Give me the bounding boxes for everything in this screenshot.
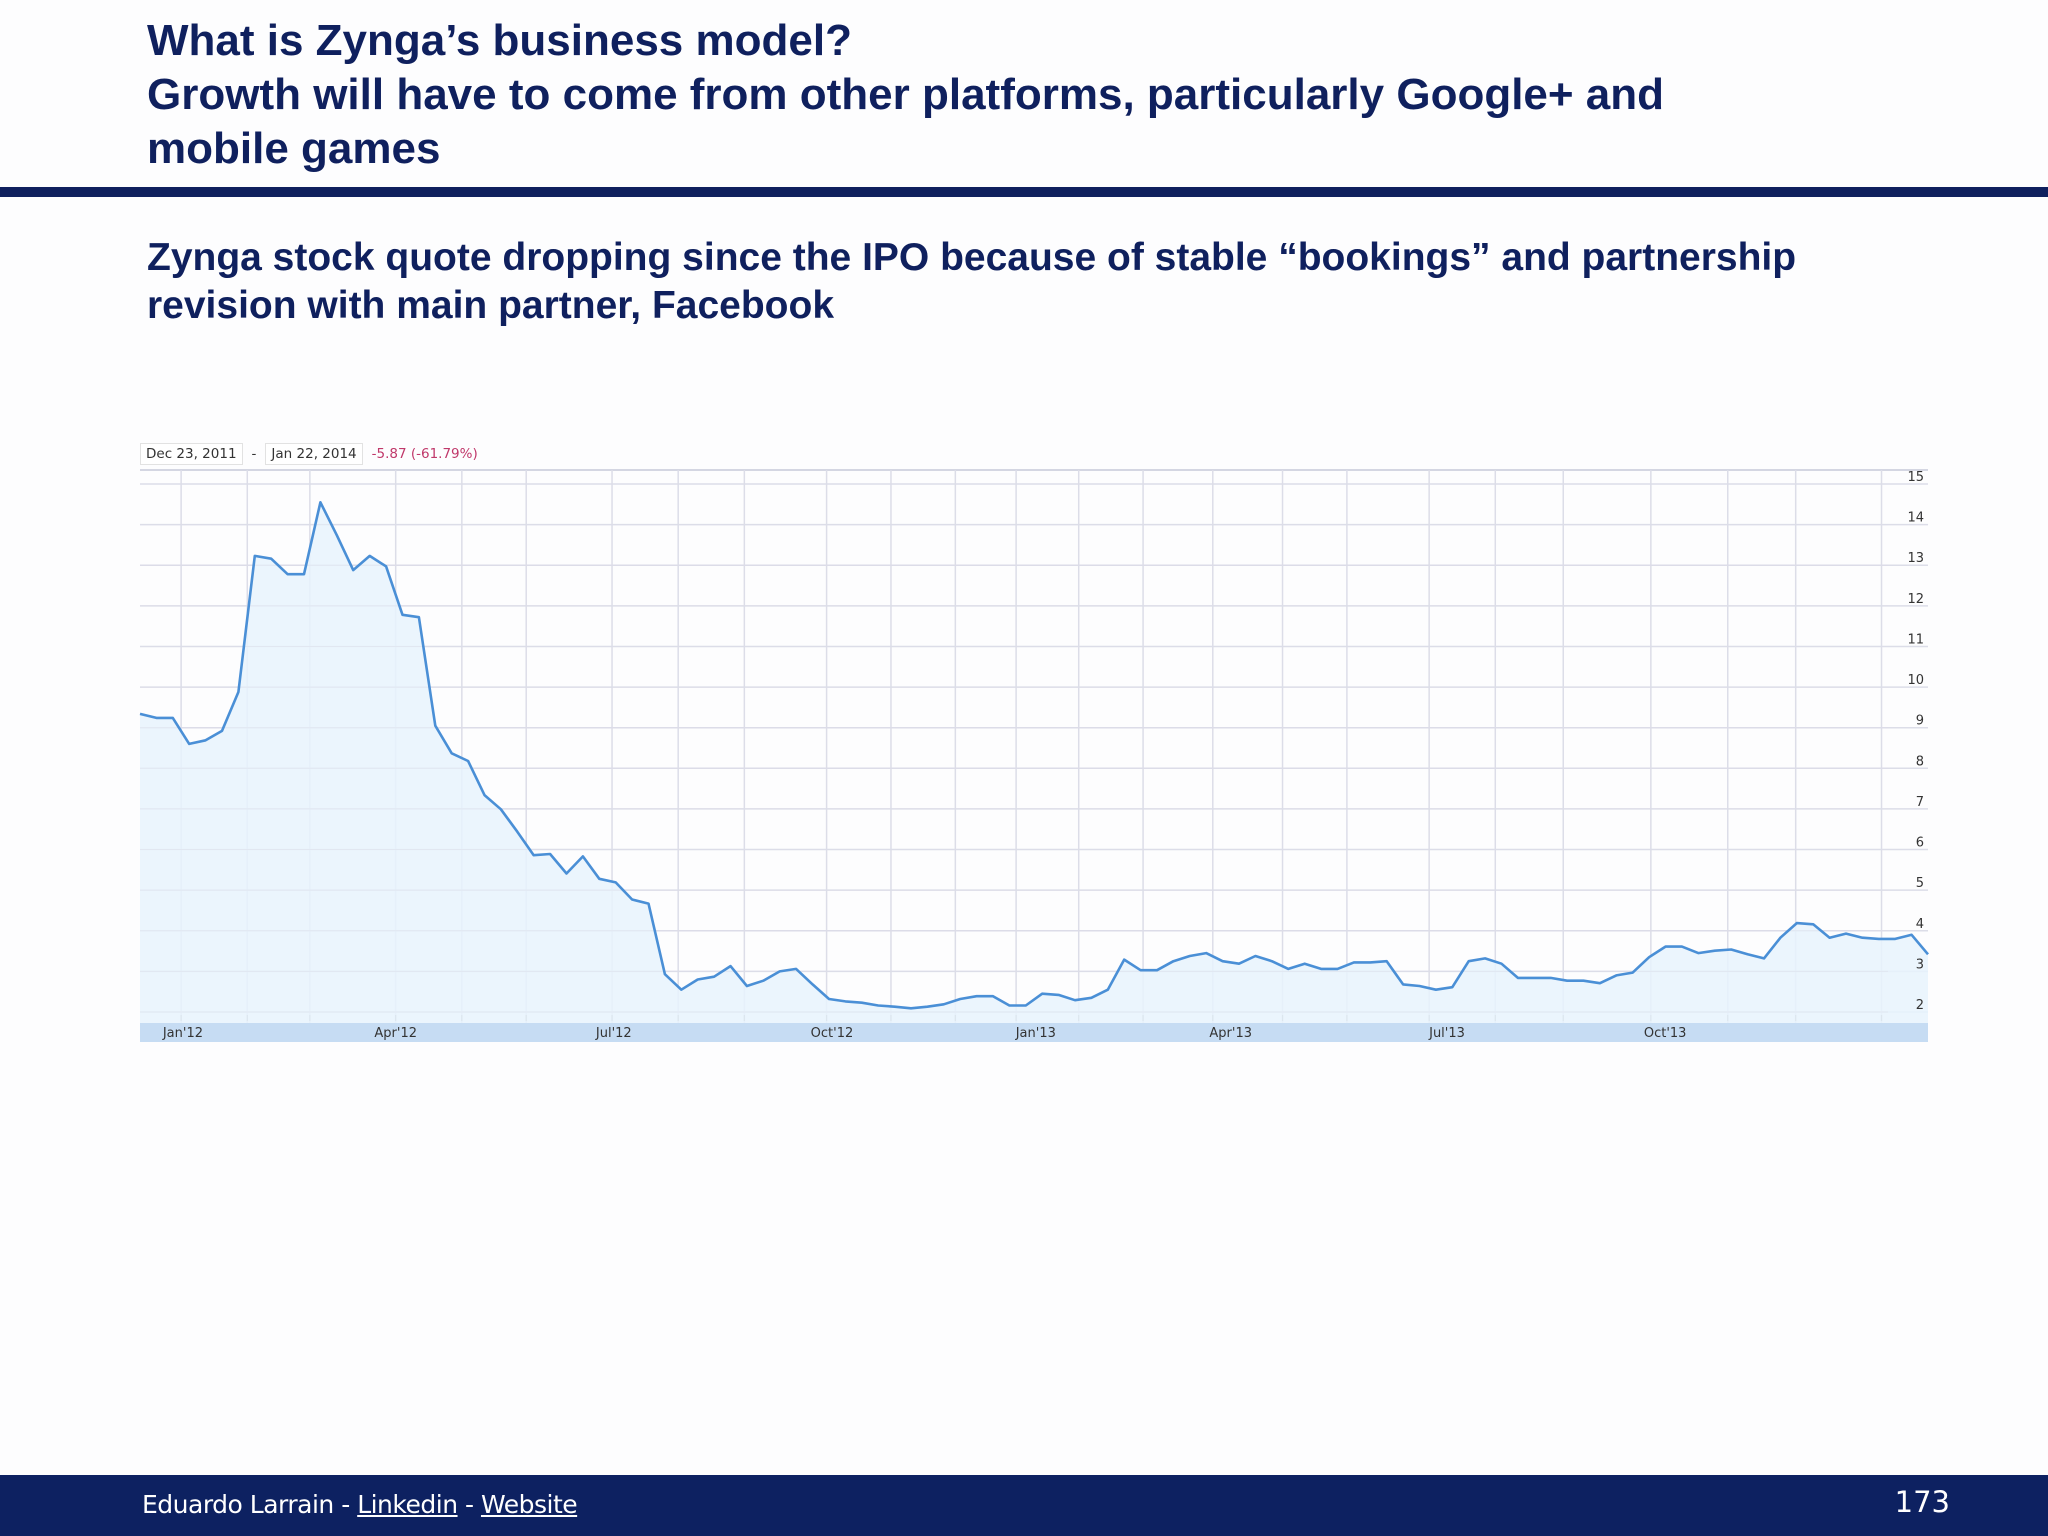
y-axis-label: 13 bbox=[1907, 551, 1924, 566]
y-axis-label: 14 bbox=[1907, 511, 1924, 526]
price-line bbox=[139, 501, 1929, 1010]
y-axis-label: 3 bbox=[1916, 957, 1924, 972]
y-axis-label: 10 bbox=[1907, 673, 1924, 688]
y-axis-label: 8 bbox=[1916, 754, 1924, 769]
x-axis-label: Jan'12 bbox=[162, 1026, 203, 1041]
footer-separator: - bbox=[457, 1490, 481, 1519]
start-date-field[interactable]: Dec 23, 2011 bbox=[140, 443, 243, 465]
footer-credits: Eduardo Larrain - Linkedin - Website bbox=[142, 1490, 578, 1519]
footer-bar: Eduardo Larrain - Linkedin - Website 173 bbox=[0, 1475, 2048, 1536]
y-axis-label: 7 bbox=[1916, 795, 1924, 810]
footer-separator: - bbox=[333, 1490, 358, 1519]
title-line-3: mobile games bbox=[147, 124, 441, 173]
price-area-fill bbox=[140, 502, 1928, 1023]
subtitle-line-2: revision with main partner, Facebook bbox=[147, 284, 835, 327]
date-separator: - bbox=[251, 446, 257, 462]
linkedin-link[interactable]: Linkedin bbox=[357, 1490, 458, 1519]
y-axis-label: 2 bbox=[1916, 998, 1924, 1013]
title-divider bbox=[0, 187, 2048, 197]
x-axis-label: Oct'13 bbox=[1644, 1026, 1687, 1041]
y-axis-label: 12 bbox=[1907, 592, 1924, 607]
x-axis-band bbox=[140, 1023, 1928, 1042]
x-axis-label: Apr'13 bbox=[1209, 1026, 1252, 1041]
x-axis-label: Oct'12 bbox=[811, 1026, 854, 1041]
y-axis-label: 15 bbox=[1907, 470, 1924, 485]
y-axis-label: 9 bbox=[1916, 714, 1924, 729]
x-axis-label: Apr'12 bbox=[374, 1026, 417, 1041]
y-axis-label: 5 bbox=[1916, 876, 1924, 891]
title-line-1: What is Zynga’s business model? bbox=[147, 16, 852, 65]
x-axis-label: Jul'13 bbox=[1428, 1026, 1465, 1041]
chart-date-range: Dec 23, 2011 - Jan 22, 2014 -5.87 (-61.7… bbox=[140, 443, 478, 465]
author-name: Eduardo Larrain bbox=[142, 1490, 334, 1519]
y-axis-label: 6 bbox=[1916, 836, 1924, 851]
y-axis-label: 4 bbox=[1916, 917, 1924, 932]
end-date-field[interactable]: Jan 22, 2014 bbox=[265, 443, 363, 465]
price-change-label: -5.87 (-61.79%) bbox=[371, 446, 478, 462]
x-axis-label: Jan'13 bbox=[1015, 1026, 1056, 1041]
subtitle-line-1: Zynga stock quote dropping since the IPO… bbox=[147, 236, 1797, 279]
x-axis-label: Jul'12 bbox=[595, 1026, 632, 1041]
y-axis-label: 11 bbox=[1907, 632, 1924, 647]
page-number: 173 bbox=[1894, 1485, 1950, 1519]
title-line-2: Growth will have to come from other plat… bbox=[147, 70, 1665, 119]
website-link[interactable]: Website bbox=[480, 1490, 578, 1519]
slide-title: What is Zynga’s business model? Growth w… bbox=[147, 14, 1947, 176]
slide-subtitle: Zynga stock quote dropping since the IPO… bbox=[147, 234, 1947, 330]
